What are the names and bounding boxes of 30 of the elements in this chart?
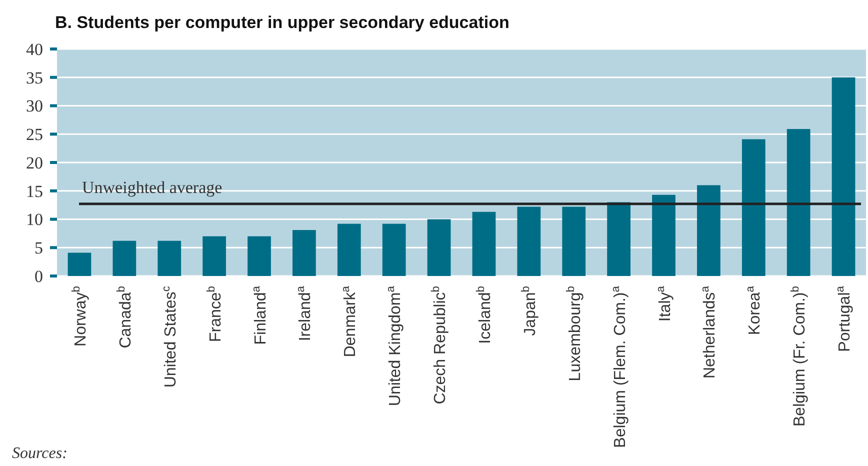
bar bbox=[202, 236, 226, 276]
y-tick-label: 30 bbox=[26, 96, 43, 116]
y-tick-label: 15 bbox=[26, 182, 43, 201]
bar bbox=[68, 252, 92, 276]
y-tick-label: 10 bbox=[26, 210, 43, 230]
bar bbox=[742, 139, 766, 276]
bar bbox=[517, 206, 541, 276]
bar bbox=[832, 77, 856, 276]
y-tick-label: 35 bbox=[26, 68, 43, 88]
y-tick-label: 5 bbox=[34, 238, 43, 258]
ref-line-label: Unweighted average bbox=[82, 178, 222, 197]
y-tick-label: 20 bbox=[26, 153, 43, 172]
bar bbox=[652, 194, 676, 276]
bar bbox=[112, 240, 136, 276]
bar bbox=[607, 202, 630, 276]
bar bbox=[786, 129, 810, 276]
y-tick-label: 40 bbox=[26, 40, 43, 59]
bar bbox=[337, 224, 361, 276]
bar bbox=[248, 236, 271, 276]
chart-title: B. Students per computer in upper secondary education bbox=[55, 13, 510, 32]
y-tick-label: 0 bbox=[34, 266, 43, 286]
bar bbox=[697, 185, 720, 276]
bar bbox=[427, 219, 451, 276]
bar bbox=[472, 212, 496, 276]
bar bbox=[382, 224, 406, 276]
bar bbox=[562, 206, 586, 276]
y-tick-label: 25 bbox=[26, 125, 43, 144]
bar bbox=[158, 240, 182, 276]
bar bbox=[292, 230, 316, 276]
source-note: Sources: bbox=[12, 445, 68, 462]
